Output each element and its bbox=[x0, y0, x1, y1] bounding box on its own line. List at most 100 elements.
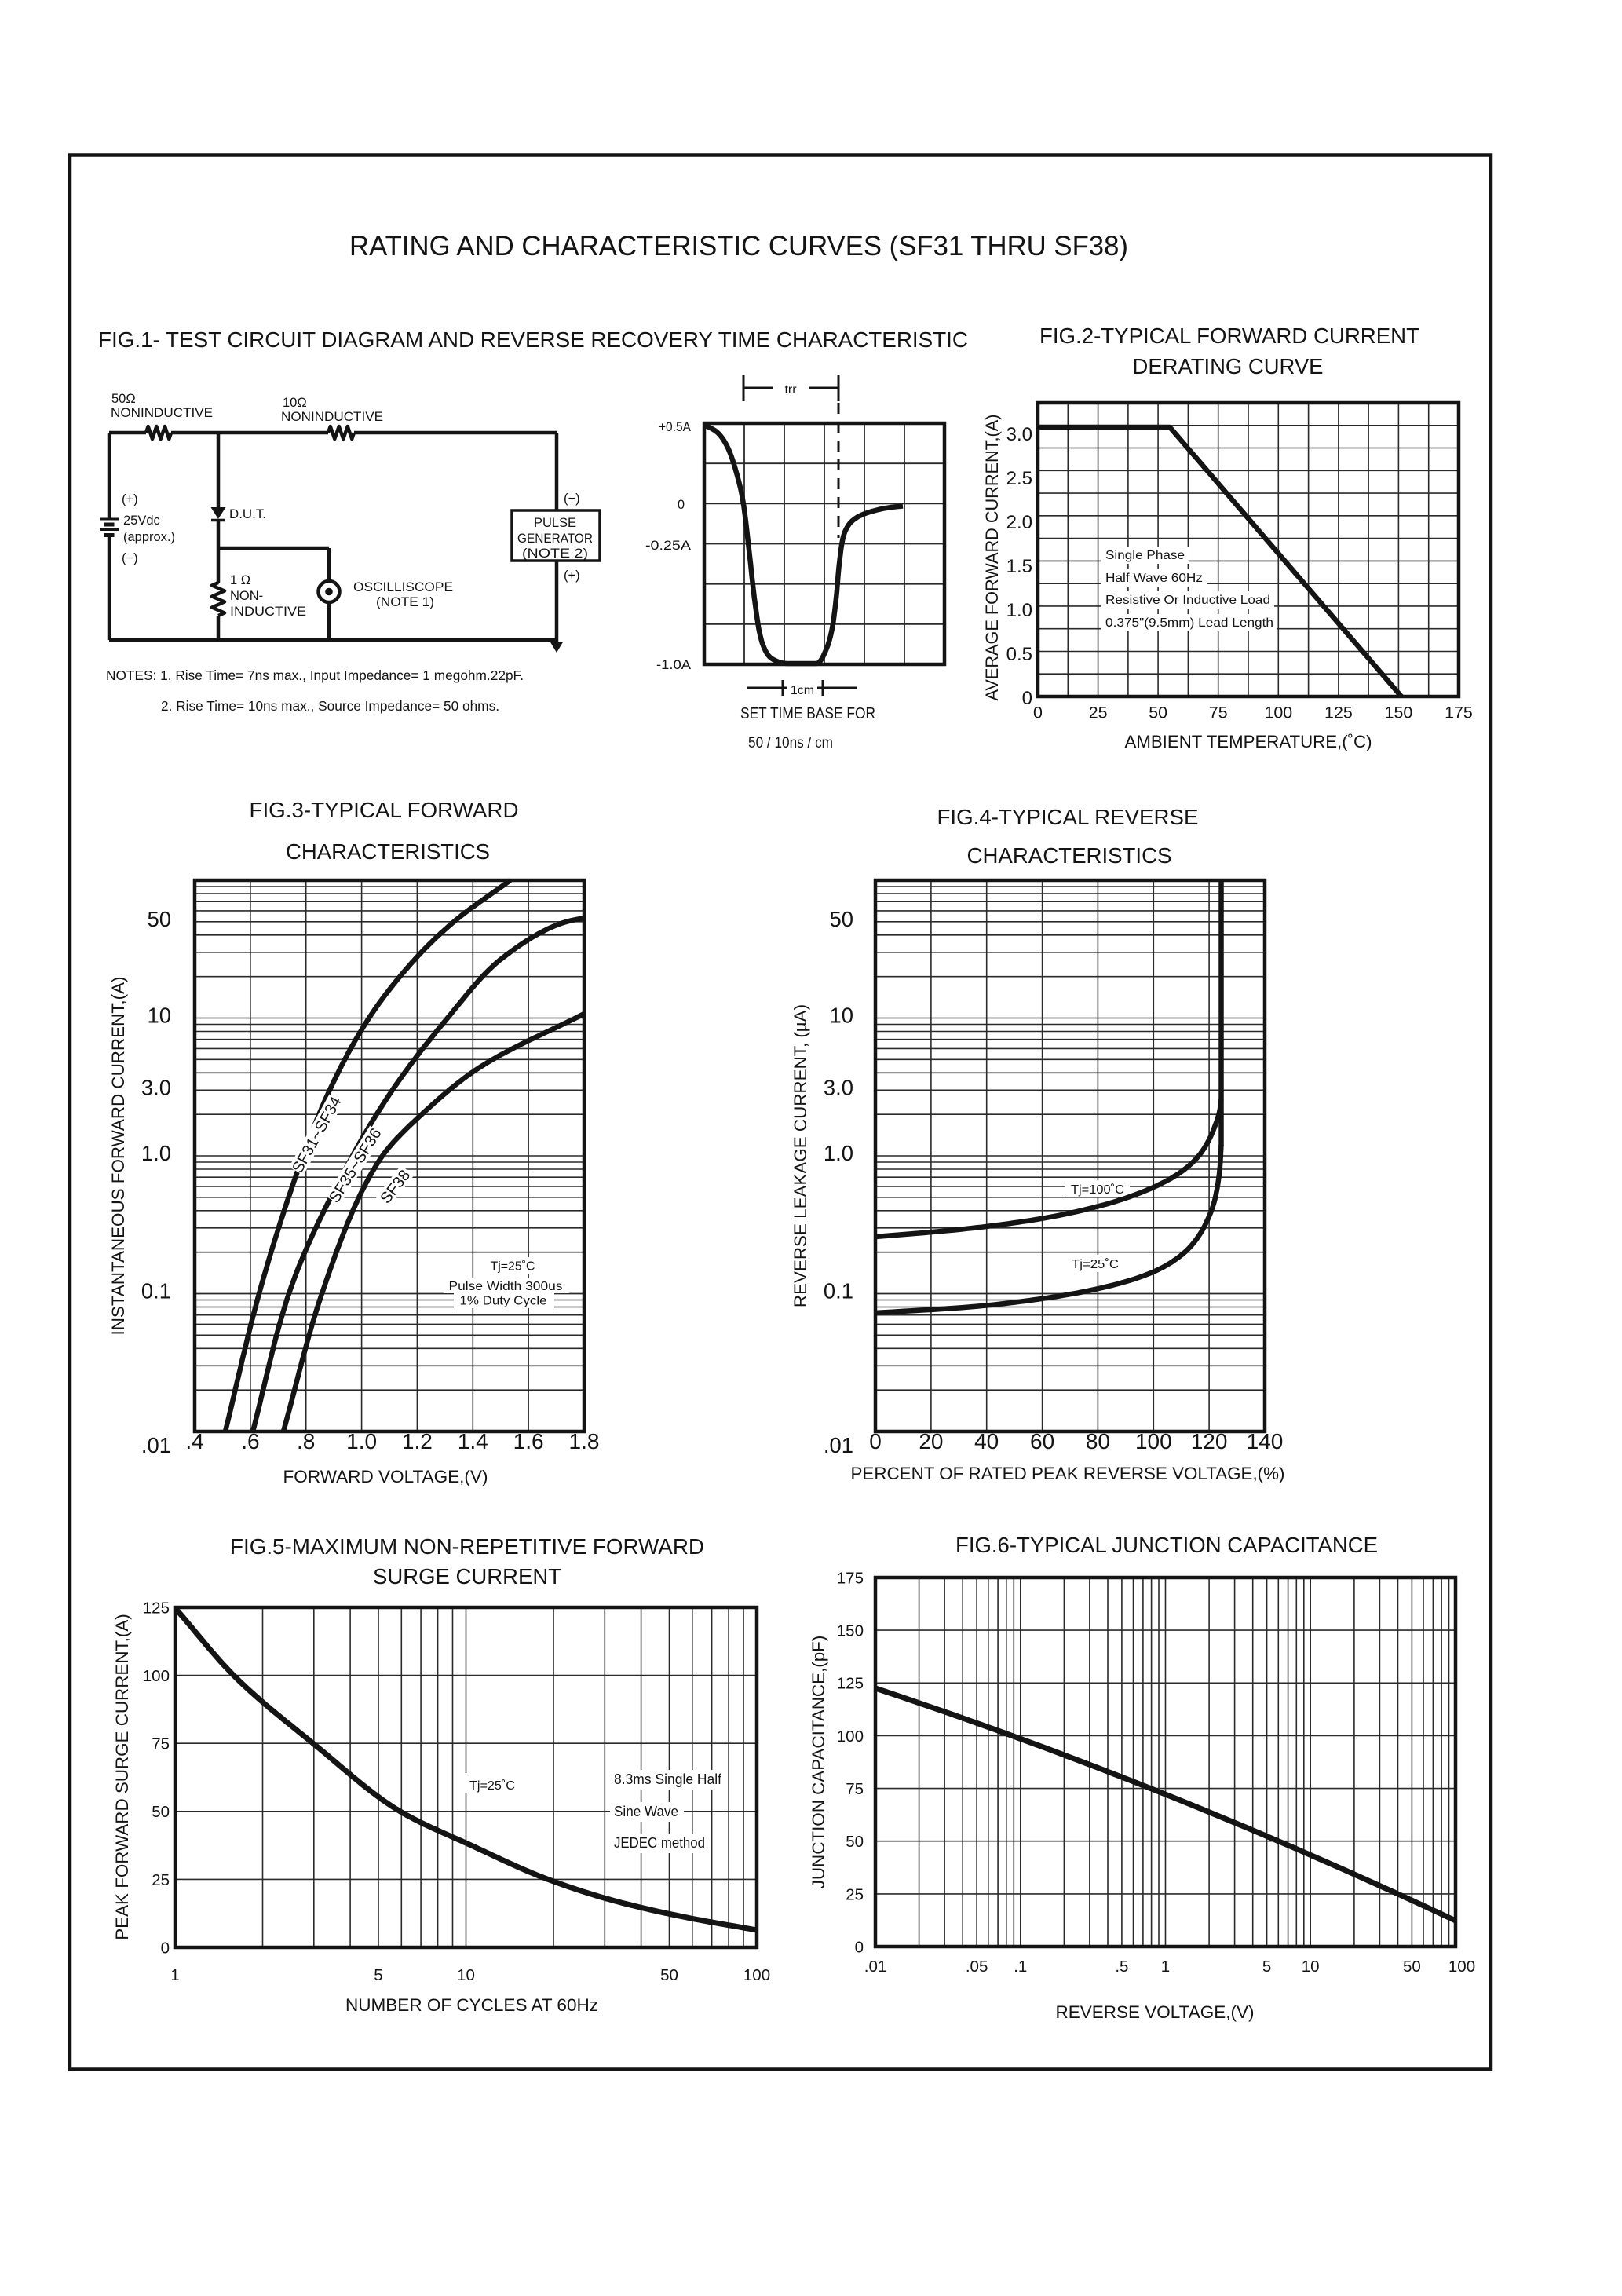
svg-text:GENERATOR: GENERATOR bbox=[517, 532, 593, 546]
svg-text:trr: trr bbox=[784, 383, 797, 397]
svg-text:0: 0 bbox=[869, 1429, 882, 1453]
svg-text:D.U.T.: D.U.T. bbox=[229, 507, 266, 521]
svg-text:FIG.1- TEST CIRCUIT DIAGRAM AN: FIG.1- TEST CIRCUIT DIAGRAM AND REVERSE … bbox=[98, 327, 968, 352]
svg-text:125: 125 bbox=[1324, 704, 1353, 722]
svg-text:25Vdc: 25Vdc bbox=[123, 514, 160, 528]
svg-text:AVERAGE FORWARD CURRENT,(A): AVERAGE FORWARD CURRENT,(A) bbox=[982, 415, 1002, 701]
svg-text:3.0: 3.0 bbox=[1006, 424, 1032, 445]
svg-text:75: 75 bbox=[1209, 704, 1228, 722]
svg-text:20: 20 bbox=[919, 1429, 943, 1453]
svg-text:Pulse Width 300us: Pulse Width 300us bbox=[449, 1280, 563, 1293]
svg-text:(approx.): (approx.) bbox=[123, 530, 175, 544]
svg-text:150: 150 bbox=[837, 1622, 864, 1640]
svg-text:0: 0 bbox=[161, 1939, 170, 1957]
svg-text:1.0: 1.0 bbox=[824, 1141, 853, 1165]
svg-text:120: 120 bbox=[1191, 1429, 1228, 1453]
svg-text:175: 175 bbox=[837, 1569, 864, 1587]
svg-text:.1: .1 bbox=[1014, 1958, 1027, 1976]
svg-text:JUNCTION CAPACITANCE,(pF): JUNCTION CAPACITANCE,(pF) bbox=[809, 1636, 828, 1889]
svg-text:Half Wave 60Hz: Half Wave 60Hz bbox=[1105, 572, 1203, 585]
svg-text:1.0: 1.0 bbox=[346, 1429, 377, 1453]
svg-text:(NOTE 2): (NOTE 2) bbox=[522, 547, 588, 561]
svg-text:(+): (+) bbox=[122, 492, 138, 506]
svg-text:NON-: NON- bbox=[230, 589, 263, 603]
svg-text:FIG.5-MAXIMUM NON-REPETITIVE F: FIG.5-MAXIMUM NON-REPETITIVE FORWARD bbox=[230, 1534, 704, 1559]
svg-text:0: 0 bbox=[855, 1938, 864, 1956]
svg-text:(−): (−) bbox=[122, 551, 138, 565]
svg-text:50: 50 bbox=[830, 907, 853, 931]
svg-text:.8: .8 bbox=[297, 1429, 315, 1453]
svg-text:PULSE: PULSE bbox=[534, 516, 576, 530]
svg-text:80: 80 bbox=[1086, 1429, 1110, 1453]
svg-text:0: 0 bbox=[1022, 688, 1032, 709]
svg-text:3.0: 3.0 bbox=[824, 1075, 853, 1099]
svg-text:PERCENT OF RATED PEAK REVERSE: PERCENT OF RATED PEAK REVERSE VOLTAGE,(%… bbox=[851, 1464, 1285, 1483]
svg-text:5: 5 bbox=[374, 1966, 382, 1984]
svg-text:REVERSE LEAKAGE CURRENT, (µA): REVERSE LEAKAGE CURRENT, (µA) bbox=[791, 1004, 810, 1307]
svg-text:+0.5A: +0.5A bbox=[659, 420, 691, 434]
svg-text:.6: .6 bbox=[241, 1429, 259, 1453]
svg-text:100: 100 bbox=[1448, 1958, 1475, 1976]
svg-text:AMBIENT TEMPERATURE,(˚C): AMBIENT TEMPERATURE,(˚C) bbox=[1125, 732, 1372, 751]
svg-text:SURGE CURRENT: SURGE CURRENT bbox=[373, 1564, 561, 1589]
svg-text:25: 25 bbox=[1089, 704, 1108, 722]
svg-text:.05: .05 bbox=[966, 1958, 988, 1976]
svg-text:FIG.4-TYPICAL REVERSE: FIG.4-TYPICAL REVERSE bbox=[937, 805, 1199, 829]
svg-text:1: 1 bbox=[1161, 1958, 1170, 1976]
svg-text:10: 10 bbox=[1302, 1958, 1320, 1976]
svg-text:RATING AND CHARACTERISTIC CURV: RATING AND CHARACTERISTIC CURVES (SF31 T… bbox=[349, 231, 1128, 261]
svg-text:100: 100 bbox=[837, 1727, 864, 1746]
svg-text:Sine Wave: Sine Wave bbox=[614, 1804, 678, 1819]
svg-text:1% Duty Cycle: 1% Duty Cycle bbox=[460, 1295, 547, 1308]
svg-text:CHARACTERISTICS: CHARACTERISTICS bbox=[286, 839, 490, 864]
svg-text:FIG.6-TYPICAL JUNCTION CAPACIT: FIG.6-TYPICAL JUNCTION CAPACITANCE bbox=[955, 1533, 1378, 1557]
svg-text:0: 0 bbox=[1033, 704, 1043, 722]
svg-text:100: 100 bbox=[1264, 704, 1292, 722]
svg-text:50 / 10ns / cm: 50 / 10ns / cm bbox=[748, 735, 833, 751]
svg-text:1: 1 bbox=[170, 1966, 179, 1984]
svg-text:50: 50 bbox=[1149, 704, 1167, 722]
svg-text:1.2: 1.2 bbox=[402, 1429, 433, 1453]
svg-text:10: 10 bbox=[148, 1004, 171, 1028]
svg-text:1.0: 1.0 bbox=[141, 1141, 171, 1165]
svg-text:NONINDUCTIVE: NONINDUCTIVE bbox=[111, 406, 213, 420]
svg-text:-0.25A: -0.25A bbox=[645, 539, 691, 553]
svg-text:SET TIME BASE FOR: SET TIME BASE FOR bbox=[740, 705, 875, 722]
svg-text:INDUCTIVE: INDUCTIVE bbox=[230, 605, 306, 619]
svg-text:0.1: 0.1 bbox=[141, 1279, 171, 1303]
svg-text:1 Ω: 1 Ω bbox=[230, 573, 250, 587]
svg-text:140: 140 bbox=[1247, 1429, 1284, 1453]
svg-text:25: 25 bbox=[152, 1871, 170, 1889]
svg-text:NUMBER OF CYCLES AT 60Hz: NUMBER OF CYCLES AT 60Hz bbox=[345, 1995, 598, 2015]
svg-text:.01: .01 bbox=[864, 1958, 887, 1976]
svg-text:3.0: 3.0 bbox=[141, 1075, 171, 1099]
svg-text:10Ω: 10Ω bbox=[283, 396, 307, 410]
svg-text:50: 50 bbox=[148, 907, 171, 931]
svg-text:(NOTE 1): (NOTE 1) bbox=[376, 595, 434, 609]
svg-text:100: 100 bbox=[1135, 1429, 1172, 1453]
svg-text:50: 50 bbox=[152, 1803, 170, 1821]
svg-text:125: 125 bbox=[143, 1599, 170, 1617]
svg-text:2.0: 2.0 bbox=[1006, 512, 1032, 533]
svg-text:Tj=25˚C: Tj=25˚C bbox=[1072, 1258, 1119, 1271]
svg-text:1.6: 1.6 bbox=[513, 1429, 544, 1453]
svg-text:50: 50 bbox=[846, 1833, 864, 1851]
svg-text:50: 50 bbox=[660, 1966, 678, 1984]
svg-text:75: 75 bbox=[846, 1780, 864, 1798]
svg-text:10: 10 bbox=[830, 1004, 853, 1028]
svg-text:1cm: 1cm bbox=[791, 684, 814, 697]
svg-text:2.5: 2.5 bbox=[1006, 468, 1032, 489]
svg-text:2. Rise Time= 10ns max., Sourc: 2. Rise Time= 10ns max., Source Impedanc… bbox=[161, 698, 499, 714]
svg-text:5: 5 bbox=[1262, 1958, 1271, 1976]
svg-text:Tj=25˚C: Tj=25˚C bbox=[469, 1779, 515, 1793]
svg-text:0: 0 bbox=[678, 498, 685, 512]
svg-text:NONINDUCTIVE: NONINDUCTIVE bbox=[281, 410, 383, 424]
svg-text:REVERSE VOLTAGE,(V): REVERSE VOLTAGE,(V) bbox=[1056, 2002, 1255, 2022]
svg-text:1.8: 1.8 bbox=[569, 1429, 600, 1453]
svg-text:0.5: 0.5 bbox=[1006, 644, 1032, 665]
svg-text:FIG.3-TYPICAL FORWARD: FIG.3-TYPICAL FORWARD bbox=[250, 798, 519, 822]
svg-text:INSTANTANEOUS FORWARD CURRENT,: INSTANTANEOUS FORWARD CURRENT,(A) bbox=[108, 977, 128, 1336]
svg-text:FIG.2-TYPICAL FORWARD CURRENT: FIG.2-TYPICAL FORWARD CURRENT bbox=[1039, 324, 1419, 348]
svg-text:8.3ms Single Half: 8.3ms Single Half bbox=[614, 1771, 722, 1787]
svg-text:0.1: 0.1 bbox=[824, 1279, 853, 1303]
